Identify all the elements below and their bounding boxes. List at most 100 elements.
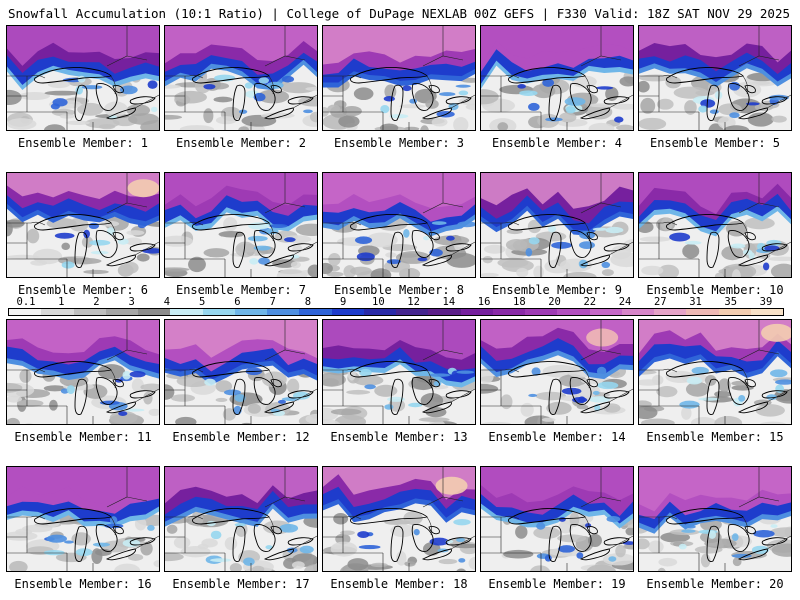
light-snow-patch bbox=[215, 116, 237, 125]
light-snow-patch bbox=[563, 271, 597, 277]
ensemble-member-map bbox=[638, 319, 792, 425]
legend-swatch bbox=[299, 309, 332, 315]
very-heavy-snow-band bbox=[323, 26, 475, 65]
light-snow-patch bbox=[612, 103, 633, 110]
lake-effect-snow-streak bbox=[238, 109, 248, 114]
light-snow-patch bbox=[446, 252, 475, 268]
state-border-lines bbox=[481, 173, 633, 277]
light-snow-patch bbox=[379, 123, 399, 130]
snowfall-map-svg bbox=[639, 320, 791, 424]
lake-effect-snow-streak bbox=[364, 384, 376, 390]
light-snow-patch bbox=[639, 538, 650, 550]
great-lakes-outline bbox=[350, 361, 472, 415]
snowfall-map-svg bbox=[639, 173, 791, 277]
light-snow-patch bbox=[252, 565, 265, 571]
light-snow-patch bbox=[173, 536, 191, 549]
lake-effect-snow-streak bbox=[52, 98, 68, 107]
lake-effect-snow-streak bbox=[428, 373, 451, 377]
ensemble-member-map bbox=[638, 25, 792, 131]
light-snow-patch bbox=[571, 75, 597, 88]
light-snow-patch bbox=[527, 219, 542, 234]
lake-effect-snow-streak bbox=[592, 390, 600, 395]
great-lakes-outline bbox=[508, 508, 630, 562]
light-snow-patch bbox=[9, 560, 28, 571]
light-snow-patch bbox=[179, 125, 215, 130]
ensemble-member-map bbox=[480, 466, 634, 572]
snowfall-map-svg bbox=[481, 320, 633, 424]
light-snow-patch bbox=[305, 413, 317, 424]
state-border-lines bbox=[7, 26, 159, 130]
light-snow-patch bbox=[482, 255, 493, 264]
lake-effect-snow-streak bbox=[386, 259, 401, 265]
light-snow-patch bbox=[124, 237, 143, 246]
lake-effect-snow-streak bbox=[417, 257, 428, 262]
light-snow-patch bbox=[483, 244, 506, 254]
state-border-lines bbox=[639, 320, 791, 424]
legend-tick-label: 4 bbox=[163, 296, 171, 308]
legend-tick-labels: 0.1 1 2 3 4 5 6 7 8 9 10 12 14 16 18 20 22 24 27 31 35 39 bbox=[8, 296, 784, 308]
light-snow-patch bbox=[767, 256, 791, 262]
great-lakes-outline bbox=[508, 67, 630, 121]
lake-effect-snow-streak bbox=[606, 515, 621, 523]
ensemble-member-map bbox=[164, 25, 318, 131]
snowfall-map-svg bbox=[323, 26, 475, 130]
legend-swatch bbox=[331, 309, 364, 315]
lake-effect-snow-streak bbox=[431, 221, 447, 225]
very-heavy-snow-band bbox=[7, 467, 159, 506]
lake-effect-snow-streak bbox=[558, 517, 566, 522]
ensemble-member-map bbox=[6, 466, 160, 572]
lake-effect-snow-streak bbox=[698, 105, 708, 113]
state-border-lines bbox=[639, 467, 791, 571]
lake-effect-snow-streak bbox=[528, 237, 540, 245]
light-snow-patch bbox=[236, 243, 259, 253]
light-snow-patch bbox=[83, 269, 109, 275]
light-snow-patch bbox=[759, 421, 787, 424]
light-snow-patch bbox=[641, 265, 664, 276]
snowfall-map-svg bbox=[165, 26, 317, 130]
legend-color-bar bbox=[8, 308, 784, 316]
light-snow-patch bbox=[280, 82, 317, 94]
very-heavy-snow-band bbox=[323, 320, 475, 360]
light-snow-patch bbox=[71, 532, 91, 546]
lake-effect-snow-streak bbox=[150, 106, 158, 113]
light-snow-patch bbox=[136, 253, 150, 262]
lake-effect-snow-streak bbox=[223, 389, 242, 396]
light-snow-patch bbox=[350, 266, 372, 276]
lake-effect-snow-streak bbox=[249, 258, 259, 265]
light-snow-patch bbox=[229, 562, 242, 571]
legend-tick-label: 22 bbox=[583, 296, 597, 308]
light-snow-patch bbox=[747, 112, 774, 127]
lake-effect-snow-streak bbox=[601, 261, 611, 269]
lake-effect-snow-streak bbox=[269, 223, 288, 229]
light-snow-patch bbox=[771, 115, 787, 123]
lake-effect-snow-streak bbox=[608, 556, 617, 562]
light-snow-patch bbox=[334, 414, 367, 424]
legend-swatch bbox=[589, 309, 622, 315]
snowfall-map-svg bbox=[481, 26, 633, 130]
light-snow-patch bbox=[639, 379, 661, 386]
lake-effect-snow-streak bbox=[731, 553, 752, 558]
ensemble-member-label: Ensemble Member: 6 bbox=[17, 283, 149, 297]
lake-effect-snow-streak bbox=[564, 97, 586, 106]
lake-effect-snow-streak bbox=[762, 262, 770, 271]
snowfall-map-svg bbox=[165, 320, 317, 424]
lake-effect-snow-streak bbox=[281, 75, 295, 83]
lake-effect-snow-streak bbox=[89, 239, 111, 246]
legend-tick-label: 16 bbox=[477, 296, 491, 308]
lake-effect-snow-streak bbox=[528, 102, 540, 111]
light-snow-patch bbox=[123, 262, 139, 274]
light-snow-patch bbox=[307, 264, 317, 277]
ensemble-member-label: Ensemble Member: 11 bbox=[14, 430, 152, 444]
lake-effect-snow-streak bbox=[681, 529, 696, 533]
state-border-lines bbox=[7, 173, 159, 277]
lake-effect-snow-streak bbox=[380, 104, 390, 114]
legend-tick-label: 3 bbox=[128, 296, 135, 308]
light-snow-patch bbox=[648, 540, 664, 554]
light-snow-patch bbox=[497, 122, 509, 130]
lake-effect-snow-streak bbox=[709, 109, 719, 114]
ensemble-member-map bbox=[6, 25, 160, 131]
lake-effect-snow-streak bbox=[279, 523, 299, 533]
ensemble-member-map bbox=[6, 172, 160, 278]
lake-effect-snow-streak bbox=[731, 533, 739, 542]
light-snow-patch bbox=[503, 549, 534, 559]
